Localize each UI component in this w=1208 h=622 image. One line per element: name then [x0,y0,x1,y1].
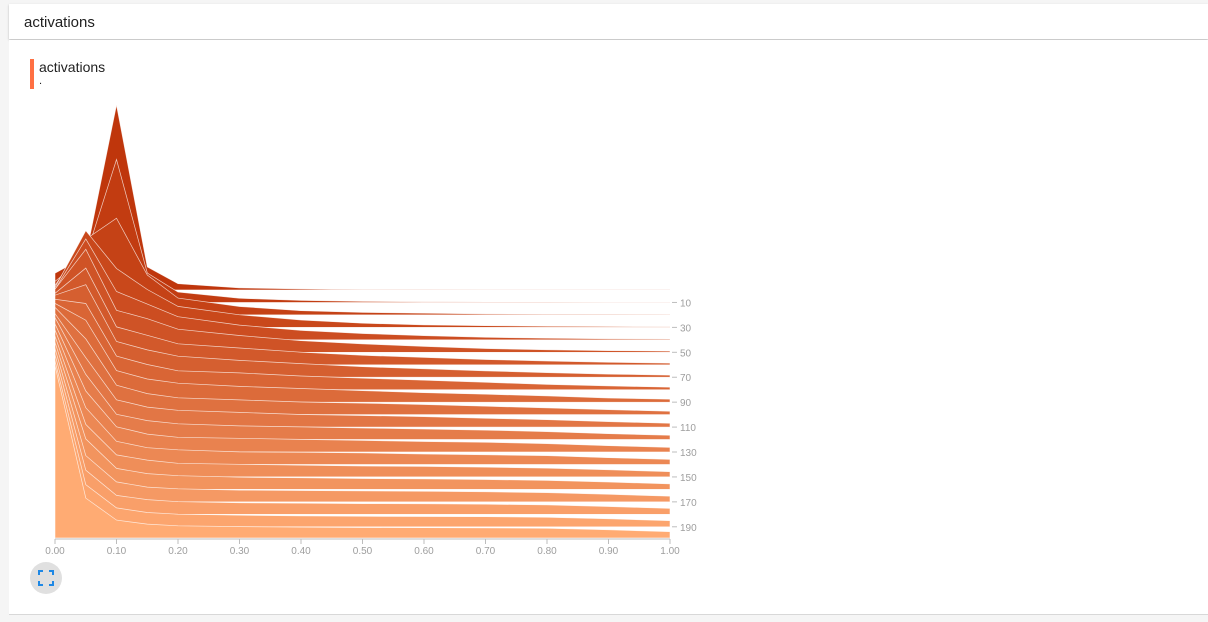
histogram-ridge [54,348,671,503]
section-title: activations [24,14,95,31]
step-tick-label: 110 [680,423,696,434]
tag-title: activations [39,59,106,75]
step-tick-label: 70 [680,373,692,384]
histogram-ridge [54,323,671,453]
value-tick-label: 0.30 [230,546,250,557]
step-tick-label: 130 [680,448,697,459]
histogram-ridge [54,335,671,478]
value-tick-label: 0.60 [414,546,434,557]
histogram-ridge [54,360,671,528]
step-tick-label: 170 [680,498,697,509]
value-tick-label: 0.10 [107,546,127,557]
tag-subtitle: . [39,75,43,87]
value-tick-label: 0.70 [476,546,496,557]
tag-color-bar [30,59,34,89]
step-tick-label: 50 [680,348,692,359]
histogram-ridge [54,104,671,291]
value-axis: 0.00 0.10 0.20 0.30 0.40 0.50 0.60 0.70 0.80 0.90… [45,538,680,557]
histogram-ridge [54,329,671,465]
histogram-ridge [54,342,671,490]
value-tick-label: 0.00 [45,546,65,557]
step-tick-label: 190 [680,523,697,534]
value-tick-label: 1.00 [660,546,680,557]
fullscreen-button[interactable] [30,562,62,594]
step-tick-label: 30 [680,323,692,334]
value-tick-label: 0.50 [353,546,373,557]
step-axis: 10 30 50 70 90 110 130 150 170 190 [672,298,697,534]
histogram-card: activations . 10 30 50 70 90 110 130 150 170 190 … [9,40,1208,615]
value-tick-label: 0.40 [291,546,311,557]
histogram-ridge [54,365,671,539]
value-tick-label: 0.90 [599,546,619,557]
value-tick-label: 0.20 [168,546,188,557]
value-tick-label: 0.80 [537,546,557,557]
fullscreen-icon [38,570,54,586]
step-tick-label: 150 [680,473,697,484]
section-header[interactable]: activations [9,4,1208,39]
step-tick-label: 90 [680,398,692,409]
histogram-ridges [54,104,671,539]
histogram-ridge [54,354,671,515]
step-tick-label: 10 [680,298,692,309]
